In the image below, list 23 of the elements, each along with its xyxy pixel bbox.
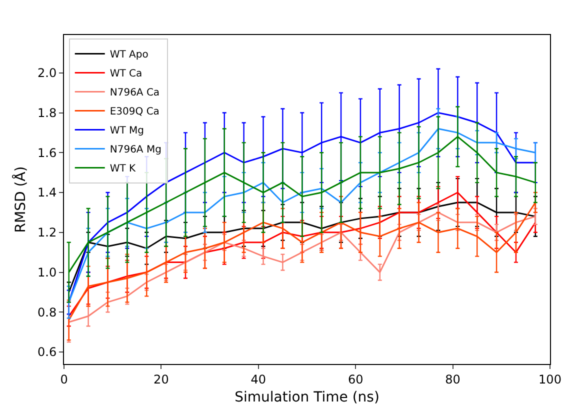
legend-label: N796A Mg — [110, 144, 162, 156]
legend-label: E309Q Ca — [110, 106, 160, 118]
y-axis-title: RMSD (Å) — [12, 166, 30, 233]
y-tick-label: 0.6 — [38, 345, 57, 360]
legend-label: N796A Ca — [110, 88, 160, 99]
x-tick-label: 20 — [154, 372, 169, 386]
y-tick-label: 0.8 — [38, 305, 57, 320]
legend-label: WT Ca — [110, 68, 142, 80]
y-tick-label: 1.2 — [38, 226, 57, 240]
y-tick-label: 1.0 — [38, 265, 57, 280]
legend-label: WT Apo — [110, 50, 148, 61]
legend-label: WT Mg — [110, 126, 144, 137]
x-tick-label: 0 — [60, 372, 68, 386]
x-tick-label: 100 — [538, 372, 562, 386]
x-axis-title: Simulation Time (ns) — [234, 390, 380, 406]
y-tick-label: 1.8 — [38, 106, 57, 120]
y-tick-label: 1.6 — [38, 146, 57, 160]
x-tick-label: 40 — [250, 372, 266, 386]
x-tick-label: 60 — [348, 372, 364, 386]
y-tick-label: 2.0 — [38, 66, 57, 80]
legend-label: WT K — [110, 164, 136, 175]
y-tick-label: 1.4 — [38, 186, 57, 200]
x-tick-label: 80 — [445, 372, 460, 386]
